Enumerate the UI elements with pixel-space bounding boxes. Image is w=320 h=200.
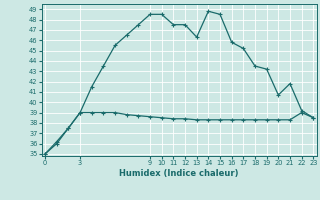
X-axis label: Humidex (Indice chaleur): Humidex (Indice chaleur) <box>119 169 239 178</box>
